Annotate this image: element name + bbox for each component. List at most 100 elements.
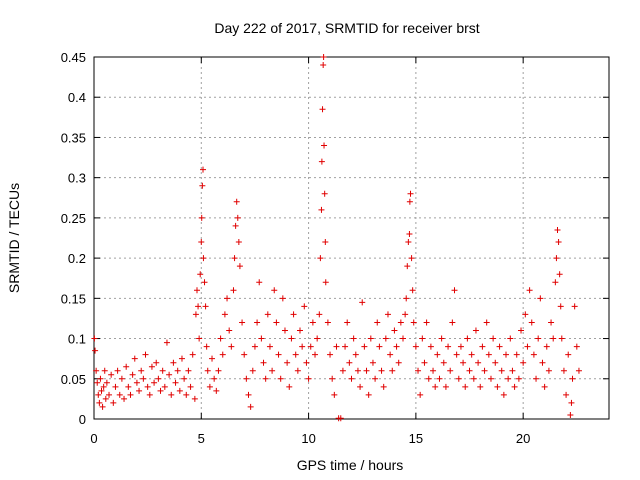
data-point bbox=[430, 367, 437, 374]
data-point bbox=[384, 311, 391, 318]
data-point bbox=[110, 399, 117, 406]
data-point bbox=[151, 379, 158, 386]
data-point bbox=[535, 335, 542, 342]
data-point bbox=[395, 359, 402, 366]
data-point bbox=[316, 311, 323, 318]
data-point bbox=[131, 355, 138, 362]
data-point bbox=[275, 351, 282, 358]
data-point bbox=[432, 383, 439, 390]
data-point bbox=[93, 367, 100, 374]
data-point bbox=[206, 383, 213, 390]
data-point bbox=[374, 319, 381, 326]
data-point bbox=[247, 403, 254, 410]
data-point bbox=[301, 303, 308, 310]
data-point bbox=[318, 206, 325, 213]
data-point bbox=[451, 287, 458, 294]
data-point bbox=[372, 375, 379, 382]
data-point bbox=[533, 375, 540, 382]
data-point bbox=[271, 287, 278, 294]
data-point bbox=[475, 359, 482, 366]
data-point bbox=[331, 391, 338, 398]
data-point bbox=[472, 327, 479, 334]
data-point bbox=[198, 214, 205, 221]
data-point bbox=[427, 343, 434, 350]
data-point bbox=[449, 319, 456, 326]
data-point bbox=[303, 359, 310, 366]
data-point bbox=[251, 343, 258, 350]
data-point bbox=[221, 311, 228, 318]
data-point bbox=[524, 343, 531, 350]
data-point bbox=[387, 351, 394, 358]
data-point bbox=[507, 335, 514, 342]
data-point bbox=[159, 367, 166, 374]
data-point bbox=[290, 311, 297, 318]
data-point bbox=[262, 375, 269, 382]
data-point bbox=[400, 335, 406, 342]
data-point bbox=[197, 271, 204, 278]
data-point bbox=[286, 383, 293, 390]
data-point bbox=[192, 311, 199, 318]
data-point bbox=[410, 319, 417, 326]
data-point bbox=[201, 279, 208, 286]
data-point bbox=[406, 230, 413, 237]
data-point bbox=[258, 335, 265, 342]
data-point bbox=[96, 399, 103, 406]
data-point bbox=[440, 359, 447, 366]
data-point bbox=[344, 319, 351, 326]
data-point bbox=[552, 279, 559, 286]
data-point bbox=[305, 375, 312, 382]
x-tick-label: 15 bbox=[409, 431, 423, 446]
data-point bbox=[307, 343, 314, 350]
data-point bbox=[460, 359, 467, 366]
data-point bbox=[189, 351, 196, 358]
x-tick-label: 5 bbox=[198, 431, 205, 446]
axis-ticks: 0 0.05 0.1 0.15 0.2 0.25 0.3 0.35 0.4 0.45 0 5 10 15 2… bbox=[61, 50, 609, 446]
data-point bbox=[102, 395, 109, 402]
data-point bbox=[228, 343, 235, 350]
data-point bbox=[522, 311, 529, 318]
x-tick-label: 0 bbox=[90, 431, 97, 446]
chart-title: Day 222 of 2017, SRMTID for receiver brs… bbox=[214, 20, 479, 36]
data-point bbox=[321, 142, 328, 149]
data-point bbox=[339, 367, 346, 374]
data-point bbox=[557, 303, 564, 310]
data-point bbox=[479, 343, 486, 350]
data-point bbox=[337, 415, 344, 422]
y-tick-label: 0.05 bbox=[61, 372, 86, 387]
data-point bbox=[545, 367, 552, 374]
data-point bbox=[481, 367, 488, 374]
data-point bbox=[565, 351, 572, 358]
data-point bbox=[408, 255, 415, 262]
data-point bbox=[500, 391, 507, 398]
data-point bbox=[95, 391, 102, 398]
data-point bbox=[138, 367, 145, 374]
data-point bbox=[421, 359, 428, 366]
data-point bbox=[211, 375, 218, 382]
y-axis-label: SRMTID / TECUs bbox=[6, 183, 22, 293]
data-point bbox=[359, 299, 366, 306]
data-point bbox=[317, 255, 324, 262]
data-point bbox=[91, 335, 98, 342]
data-point bbox=[457, 343, 464, 350]
data-point bbox=[423, 319, 430, 326]
data-point bbox=[327, 351, 334, 358]
data-point bbox=[348, 375, 355, 382]
data-point bbox=[548, 319, 555, 326]
data-point bbox=[466, 367, 473, 374]
data-point bbox=[453, 351, 460, 358]
data-point bbox=[239, 319, 246, 326]
data-point bbox=[144, 383, 151, 390]
data-point bbox=[153, 359, 160, 366]
data-point bbox=[196, 335, 203, 342]
data-point bbox=[125, 383, 132, 390]
data-point bbox=[292, 351, 299, 358]
data-point bbox=[260, 359, 267, 366]
data-point bbox=[389, 367, 396, 374]
data-point bbox=[568, 399, 575, 406]
data-point bbox=[462, 383, 469, 390]
data-point bbox=[136, 387, 143, 394]
data-point bbox=[170, 359, 177, 366]
data-point bbox=[555, 239, 562, 246]
data-point bbox=[569, 375, 576, 382]
